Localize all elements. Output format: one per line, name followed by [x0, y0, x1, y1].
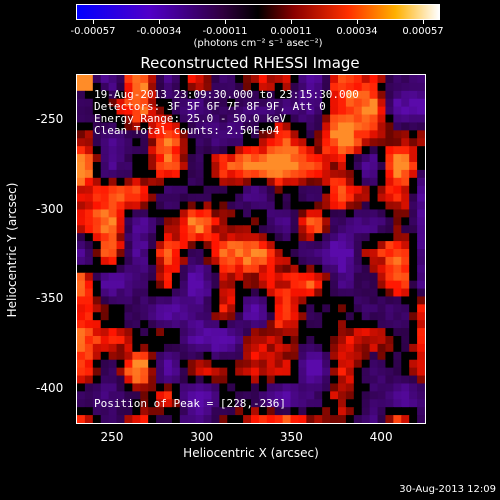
info-detectors: Detectors: 3F 5F 6F 7F 8F 9F, Att 0 — [94, 100, 326, 113]
colorbar-tick-label: -0.00011 — [202, 26, 248, 37]
timestamp: 30-Aug-2013 12:09 — [399, 484, 496, 495]
info-energy-range: Energy Range: 25.0 - 50.0 keV — [94, 112, 287, 125]
reconstructed-image — [77, 75, 425, 423]
info-method: Clean Total counts: 2.50E+04 — [94, 124, 280, 137]
y-tick-label: -350 — [36, 291, 64, 306]
colorbar-tick — [159, 20, 160, 24]
image-plot — [76, 74, 426, 424]
y-tick-label: -300 — [36, 201, 64, 216]
x-axis-label: Heliocentric X (arcsec) — [183, 446, 319, 460]
colorbar-tick — [291, 20, 292, 24]
x-tick-label: 400 — [369, 430, 393, 444]
x-tick-label: 250 — [100, 430, 124, 444]
image-title: Reconstructed RHESSI Image — [140, 54, 360, 72]
y-tick-label: -250 — [36, 111, 64, 126]
colorbar-tick-label: 0.00034 — [336, 26, 378, 37]
colorbar-tick-label: 0.00011 — [270, 26, 312, 37]
colorbar-tick-label: -0.00057 — [70, 26, 116, 37]
colorbar-units: (photons cm⁻² s⁻¹ asec⁻²) — [193, 38, 323, 49]
colorbar — [76, 4, 440, 20]
y-tick-label: -400 — [36, 381, 64, 396]
colorbar-tick — [423, 20, 424, 24]
colorbar-tick — [225, 20, 226, 24]
colorbar-tick — [93, 20, 94, 24]
info-peak-position: Position of Peak = [228,-236] — [94, 397, 287, 410]
info-time-range: 19-Aug-2013 23:09:30.000 to 23:15:30.000 — [94, 88, 359, 101]
colorbar-tick-label: -0.00034 — [136, 26, 182, 37]
colorbar-tick-label: 0.00057 — [402, 26, 444, 37]
x-tick-label: 300 — [190, 430, 214, 444]
colorbar-tick — [357, 20, 358, 24]
y-axis-label: Heliocentric Y (arcsec) — [5, 182, 19, 318]
x-tick-label: 350 — [279, 430, 303, 444]
